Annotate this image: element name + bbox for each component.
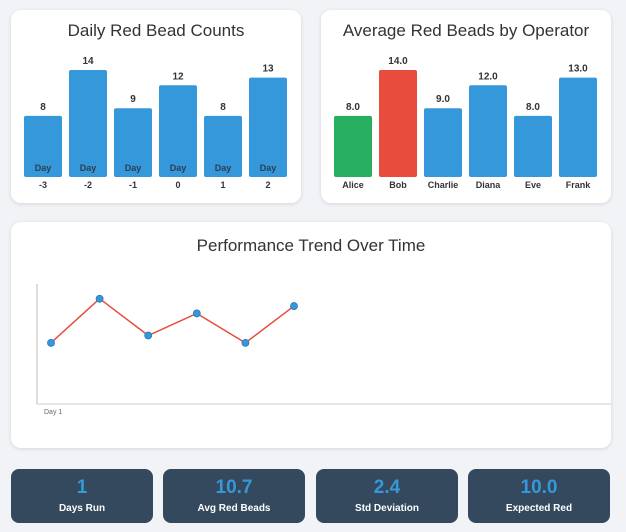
bar [514, 115, 552, 177]
data-label: 13 [262, 64, 274, 75]
x-tick-label: Day 1 [44, 409, 62, 416]
tick-label: Frank [566, 180, 592, 190]
data-label: 14.0 [388, 56, 408, 67]
tick-label: Eve [525, 180, 541, 190]
tick-label: 2 [265, 180, 270, 190]
bar [469, 85, 507, 177]
trend-point [144, 331, 153, 340]
trend-chart-card: Performance Trend Over Time Day 1 [11, 222, 611, 448]
stat-value: 2.4 [373, 477, 401, 498]
bar [204, 115, 242, 177]
data-label: 8.0 [526, 102, 540, 113]
trend-chart-title: Performance Trend Over Time [196, 236, 426, 255]
stat-label: Expected Red [505, 503, 573, 514]
daily-chart: 8 Day -3 14 Day -2 9 Day -1 12 Day 0 8 Day 1 13 Day 2 [24, 56, 287, 190]
bar [424, 108, 462, 177]
data-label: 9 [130, 94, 136, 105]
bar [249, 77, 287, 177]
bar-inner-label: Day [125, 163, 142, 173]
stat-std-deviation: 2.4 Std Deviation [316, 469, 458, 523]
stat-value: 10.0 [520, 477, 558, 498]
stat-label: Avg Red Beads [197, 503, 271, 514]
bar [379, 70, 417, 177]
data-label: 8 [40, 102, 46, 113]
daily-chart-title: Daily Red Bead Counts [67, 21, 245, 40]
tick-label: -3 [39, 180, 47, 190]
bar-inner-label: Day [35, 163, 52, 173]
tick-label: -2 [84, 180, 92, 190]
tick-label: Bob [389, 180, 407, 190]
data-label: 14 [82, 56, 94, 67]
stat-avg-red-beads: 10.7 Avg Red Beads [163, 469, 305, 523]
data-label: 12.0 [478, 71, 498, 82]
stat-label: Days Run [58, 503, 106, 514]
stat-value: 10.7 [215, 477, 253, 498]
bar [69, 70, 107, 177]
stat-days-run: 1 Days Run [11, 469, 153, 523]
tick-label: Charlie [428, 180, 459, 190]
stat-label: Std Deviation [355, 503, 419, 514]
bar [334, 115, 372, 177]
trend-point [290, 302, 298, 310]
operator-chart-title: Average Red Beads by Operator [342, 21, 590, 40]
bar-inner-label: Day [260, 163, 277, 173]
tick-label: Diana [476, 180, 502, 190]
operator-chart: 8.0 Alice 14.0 Bob 9.0 Charlie 12.0 Diana 8.0 Eve… [334, 56, 597, 190]
data-label: 13.0 [568, 64, 588, 75]
trend-point [241, 338, 250, 347]
stat-value: 1 [76, 477, 88, 498]
tick-label: 0 [175, 180, 180, 190]
trend-chart: Day 1 [36, 284, 611, 416]
data-label: 9.0 [436, 94, 450, 105]
trend-point [192, 309, 201, 318]
bar [559, 77, 597, 177]
tick-label: 1 [220, 180, 225, 190]
bar-inner-label: Day [215, 163, 232, 173]
bar [114, 108, 152, 177]
bar [159, 85, 197, 177]
operator-chart-card: Average Red Beads by Operator 8.0 Alice 14… [321, 10, 611, 203]
tick-label: -1 [129, 180, 137, 190]
trend-point [95, 294, 104, 303]
bar-inner-label: Day [170, 163, 187, 173]
trend-line [50, 297, 295, 344]
stat-expected-red: 10.0 Expected Red [468, 469, 610, 523]
bar [24, 115, 62, 177]
trend-point [47, 338, 55, 347]
tick-label: Alice [342, 180, 364, 190]
data-label: 8.0 [346, 102, 360, 113]
data-label: 12 [172, 71, 184, 82]
daily-chart-card: Daily Red Bead Counts 8 Day -3 14 Day -2 9 Day -… [11, 10, 301, 203]
data-label: 8 [220, 102, 226, 113]
bar-inner-label: Day [80, 163, 97, 173]
